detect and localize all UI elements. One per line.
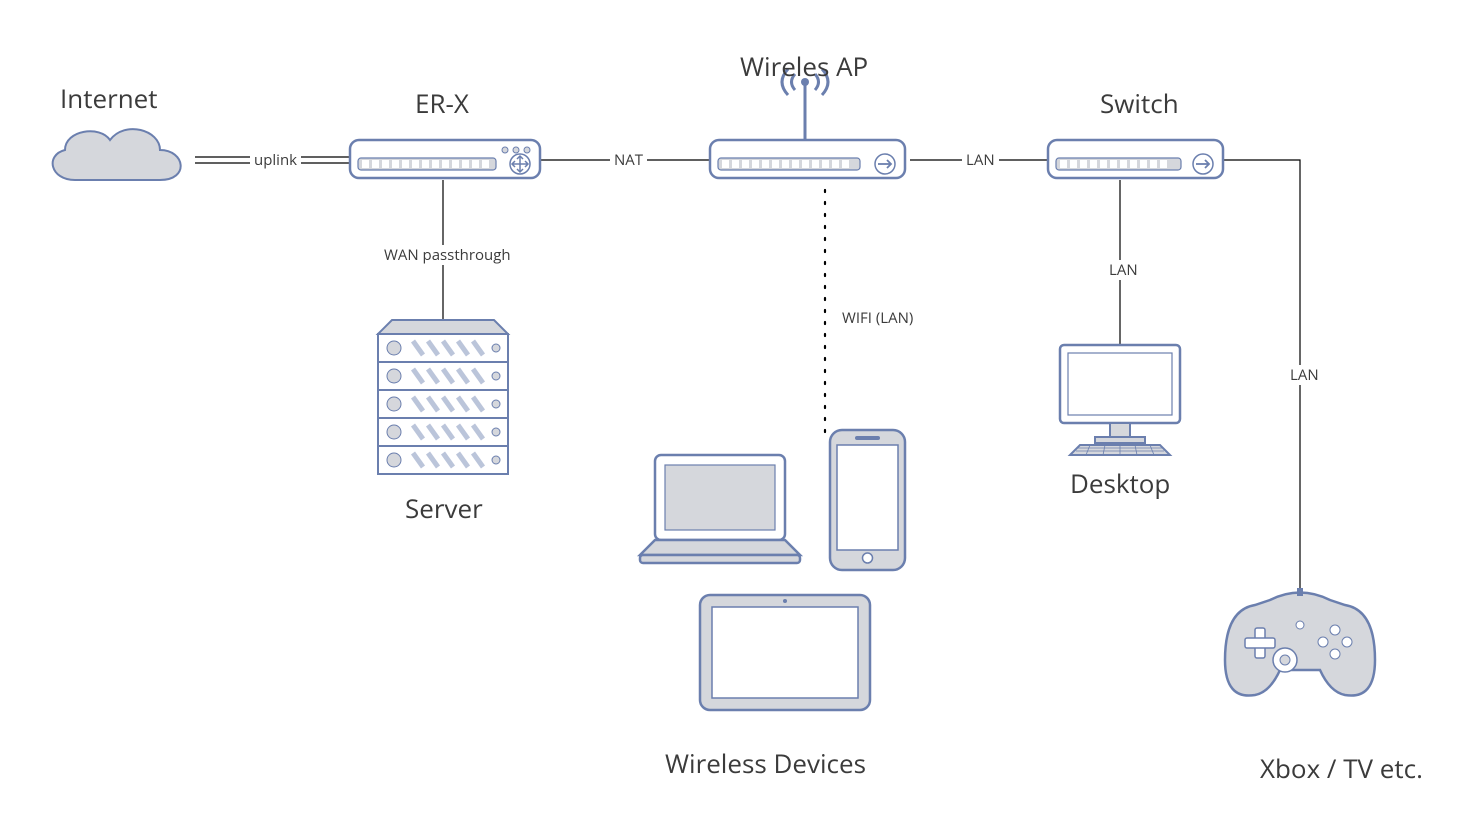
network-diagram: Internet ER-X Wireles AP Switch Server W… xyxy=(0,0,1457,829)
tablet-icon xyxy=(700,595,870,710)
edge-uplink-label: uplink xyxy=(250,150,301,170)
phone-icon xyxy=(830,430,905,570)
edge-wanpt-label: WAN passthrough xyxy=(380,245,515,265)
edge-nat-label: NAT xyxy=(610,150,647,170)
laptop-icon xyxy=(640,455,800,563)
wireless-ap-label: Wireles AP xyxy=(740,48,868,84)
internet-label: Internet xyxy=(60,80,158,116)
xbox-label: Xbox / TV etc. xyxy=(1260,750,1423,786)
switch-icon xyxy=(1048,140,1223,178)
wireless-ap-icon xyxy=(710,69,905,178)
edge-wifi-label: WIFI (LAN) xyxy=(838,308,917,328)
controller-icon xyxy=(1225,588,1375,696)
server-icon xyxy=(378,320,508,474)
diagram-svg xyxy=(0,0,1457,829)
server-label: Server xyxy=(405,490,483,526)
desktop-label: Desktop xyxy=(1070,465,1170,501)
edge-lan-sd-label: LAN xyxy=(1105,260,1142,280)
switch-label: Switch xyxy=(1100,85,1179,121)
internet-icon xyxy=(53,129,181,180)
wireless-devices-label: Wireless Devices xyxy=(665,745,866,781)
edge-lan-ws-label: LAN xyxy=(962,150,999,170)
erx-router-icon xyxy=(350,140,540,178)
desktop-icon xyxy=(1060,345,1180,455)
edge-lan-sx-label: LAN xyxy=(1286,365,1323,385)
erx-label: ER-X xyxy=(415,85,469,121)
